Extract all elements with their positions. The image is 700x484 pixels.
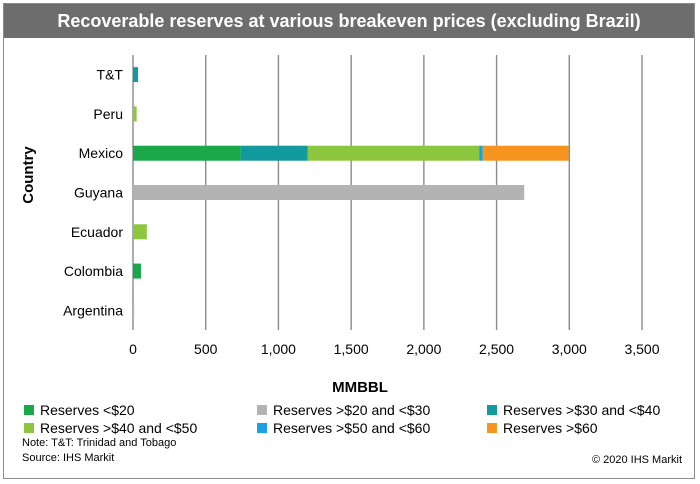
legend-label: Reserves >$40 and <$50 xyxy=(40,420,198,436)
bar-segment xyxy=(133,145,241,161)
bar-segment xyxy=(133,263,141,279)
legend-item: Reserves >$50 and <$60 xyxy=(257,420,430,436)
bar-segment xyxy=(133,185,525,200)
source-text: Source: IHS Markit xyxy=(22,452,115,464)
y-tick-label: Ecuador xyxy=(71,224,123,240)
legend-swatch xyxy=(24,423,34,433)
y-tick-label: Mexico xyxy=(79,145,124,161)
x-tick-label: 0 xyxy=(129,341,137,357)
legend-item: Reserves >$20 and <$30 xyxy=(257,402,430,418)
bar-segment xyxy=(133,224,147,240)
y-tick-label: Colombia xyxy=(64,263,123,279)
legend-item: Reserves >$60 xyxy=(487,420,598,436)
bar-segment xyxy=(133,67,139,83)
x-tick-label: 500 xyxy=(194,341,218,357)
copyright-text: © 2020 IHS Markit xyxy=(591,454,682,466)
bar-segment xyxy=(482,145,569,161)
x-tick-label: 3,000 xyxy=(552,341,587,357)
bar-segment xyxy=(240,145,308,161)
chart-title: Recoverable reserves at various breakeve… xyxy=(4,4,694,38)
x-tick-label: 2,000 xyxy=(406,341,441,357)
legend-swatch xyxy=(257,405,267,415)
note-text: Note: T&T: Trinidad and Tobago xyxy=(22,437,177,449)
legend-item: Reserves >$30 and <$40 xyxy=(487,402,660,418)
chart-frame xyxy=(3,3,695,479)
legend-label: Reserves <$20 xyxy=(40,402,135,418)
legend-item: Reserves <$20 xyxy=(24,402,135,418)
bar-segment xyxy=(133,106,137,122)
legend-swatch xyxy=(487,423,497,433)
x-tick-label: 1,000 xyxy=(261,341,296,357)
legend-swatch xyxy=(487,405,497,415)
x-tick-label: 3,500 xyxy=(624,341,659,357)
x-tick-label: 2,500 xyxy=(479,341,514,357)
x-axis-label: MMBBL xyxy=(332,379,388,396)
x-tick-label: 1,500 xyxy=(334,341,369,357)
y-axis-label: Country xyxy=(20,146,37,204)
legend-swatch xyxy=(24,405,34,415)
legend-label: Reserves >$60 xyxy=(503,420,598,436)
bar-segment xyxy=(133,302,135,318)
legend-label: Reserves >$50 and <$60 xyxy=(273,420,431,436)
legend-swatch xyxy=(257,423,267,433)
legend-label: Reserves >$30 and <$40 xyxy=(503,402,661,418)
legend-label: Reserves >$20 and <$30 xyxy=(273,402,431,418)
bar-segment xyxy=(479,145,483,161)
legend-item: Reserves >$40 and <$50 xyxy=(24,420,197,436)
y-tick-label: T&T xyxy=(97,67,124,83)
y-tick-label: Argentina xyxy=(63,302,123,318)
bar-segment xyxy=(307,145,480,161)
y-tick-label: Guyana xyxy=(74,185,123,201)
y-tick-label: Peru xyxy=(93,106,123,122)
